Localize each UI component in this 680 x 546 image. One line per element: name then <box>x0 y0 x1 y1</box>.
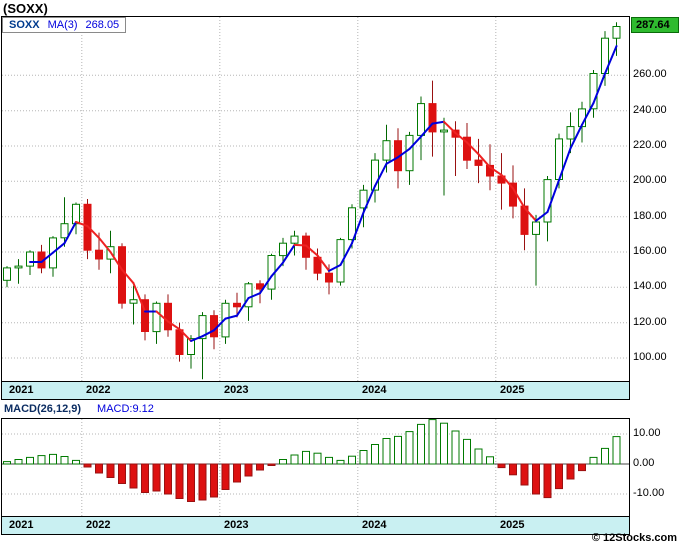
date-axis-main: 2021 2022 2023 2024 2025 <box>1 381 630 400</box>
symbol-label: SOXX <box>9 19 40 31</box>
price-axis-label: 120.00 <box>633 316 667 328</box>
macd-value-label: MACD:9.12 <box>97 403 154 415</box>
year-label: 2023 <box>224 519 249 531</box>
macd-axis-label: -10.00 <box>633 487 665 499</box>
macd-bars <box>3 419 621 502</box>
year-label: 2022 <box>86 519 111 531</box>
macd-chart-panel <box>1 418 630 517</box>
price-axis-label: 240.00 <box>633 104 667 116</box>
price-grid <box>2 17 629 381</box>
year-label: 2021 <box>9 519 34 531</box>
price-chart-panel <box>1 16 630 382</box>
price-axis-label: 100.00 <box>633 351 667 363</box>
year-label: 2022 <box>86 384 111 396</box>
last-price-badge: 287.64 <box>631 17 679 33</box>
copyright-label: © 12Stocks.com <box>591 532 677 544</box>
macd-axis-label: 10.00 <box>633 427 661 439</box>
page-title: (SOXX) <box>3 1 48 16</box>
year-label: 2024 <box>362 519 387 531</box>
price-axis-label: 200.00 <box>633 174 667 186</box>
ma-line <box>29 45 618 342</box>
macd-axis-label: 0.00 <box>633 457 655 469</box>
date-axis-macd: 2021 2022 2023 2024 2025 <box>1 516 630 535</box>
price-chart-legend: SOXX MA(3) 268.05 <box>2 17 127 33</box>
year-label: 2025 <box>500 519 525 531</box>
price-axis-label: 180.00 <box>633 210 667 222</box>
year-label: 2024 <box>362 384 387 396</box>
year-label: 2025 <box>500 384 525 396</box>
price-axis-label: 140.00 <box>633 280 667 292</box>
candles <box>3 22 621 380</box>
macd-params-label: MACD(26,12,9) <box>4 403 82 415</box>
price-axis-label: 260.00 <box>633 68 667 80</box>
year-label: 2023 <box>224 384 249 396</box>
ma-label: MA(3) <box>47 19 78 31</box>
macd-legend: MACD(26,12,9) MACD:9.12 <box>4 403 154 415</box>
price-axis-label: 160.00 <box>633 245 667 257</box>
candlestick-chart <box>2 17 629 381</box>
macd-histogram <box>2 419 629 516</box>
year-label: 2021 <box>9 384 34 396</box>
price-axis-label: 220.00 <box>633 139 667 151</box>
ma-value: 268.05 <box>85 19 120 31</box>
